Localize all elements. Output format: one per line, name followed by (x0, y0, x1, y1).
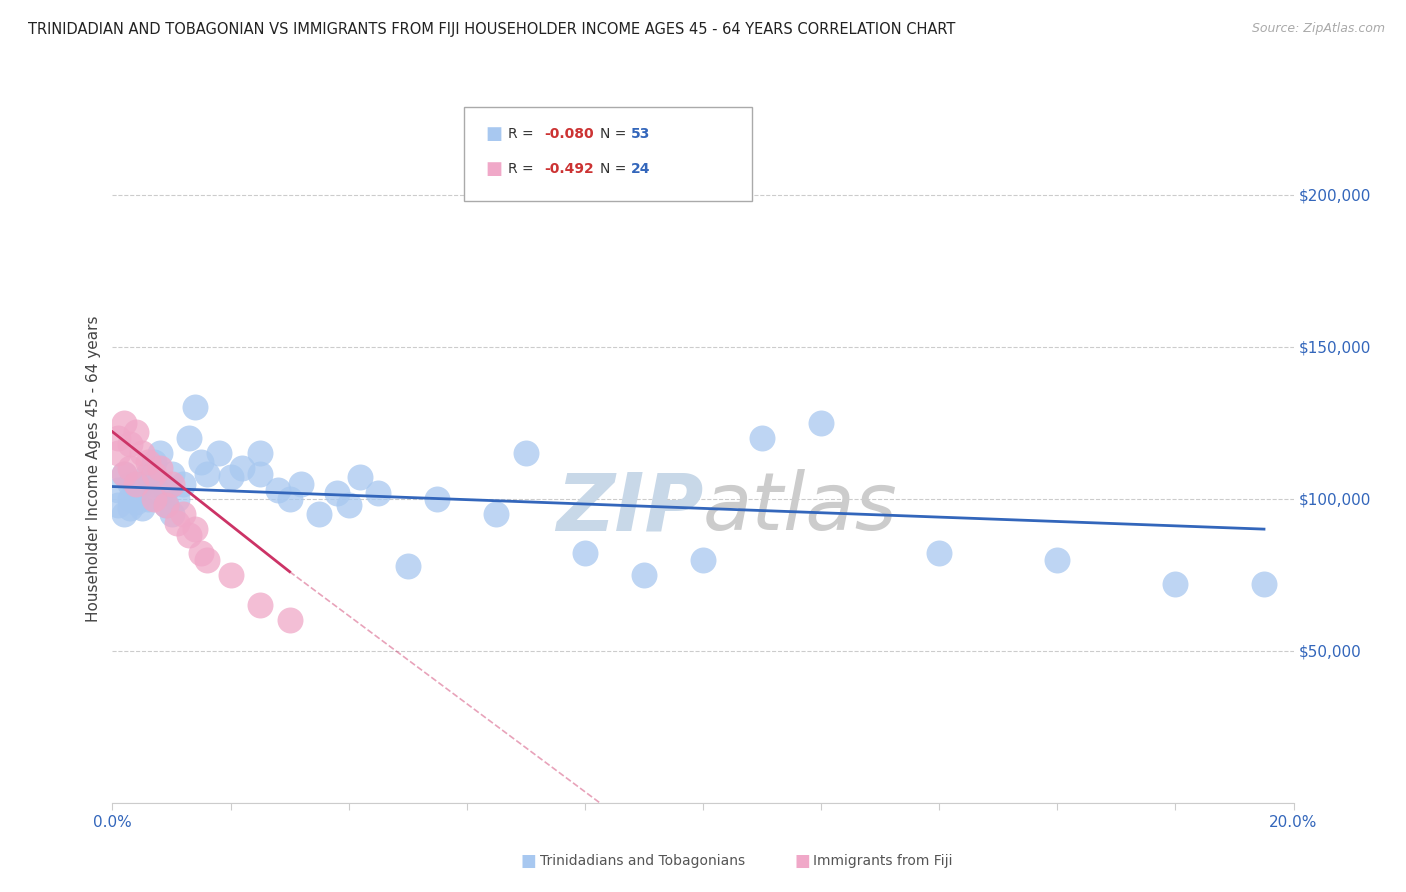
Point (278, 613, 301, 627)
Text: ZIP: ZIP (555, 469, 703, 548)
Y-axis label: Householder Income Ages 45 - 64 years: Householder Income Ages 45 - 64 years (86, 315, 101, 622)
Point (166, 491, 188, 506)
Point (574, 546, 596, 560)
Point (107, 446, 129, 460)
Point (172, 507, 194, 521)
Point (125, 425, 148, 439)
Point (1046, 552, 1069, 566)
Point (166, 516, 188, 530)
Point (120, 476, 142, 491)
Text: 53: 53 (631, 127, 651, 141)
Text: -0.080: -0.080 (544, 127, 593, 141)
Point (131, 446, 153, 460)
Point (267, 483, 290, 497)
Text: R =: R = (508, 127, 537, 141)
Point (179, 431, 201, 445)
Point (349, 470, 371, 484)
Point (308, 507, 330, 521)
Point (396, 558, 419, 573)
Text: Immigrants from Fiji: Immigrants from Fiji (813, 854, 952, 868)
Point (149, 485, 172, 500)
Point (326, 485, 349, 500)
Point (136, 455, 159, 469)
Text: ■: ■ (520, 852, 536, 870)
Point (278, 491, 301, 506)
Text: -0.492: -0.492 (544, 162, 593, 177)
Point (249, 446, 271, 460)
Point (112, 507, 135, 521)
Point (112, 416, 135, 430)
Point (120, 491, 142, 506)
Point (142, 491, 165, 506)
Point (142, 467, 165, 482)
Point (107, 431, 129, 445)
Text: 24: 24 (631, 162, 651, 177)
Point (337, 498, 360, 512)
Point (195, 552, 218, 566)
Point (142, 455, 165, 469)
Point (125, 494, 148, 508)
Point (155, 483, 177, 497)
Point (249, 598, 271, 612)
Point (125, 483, 148, 497)
Point (155, 498, 177, 512)
Point (149, 461, 172, 475)
Point (692, 552, 714, 566)
Point (184, 401, 207, 415)
Point (136, 491, 159, 506)
Point (112, 467, 135, 482)
Point (125, 476, 148, 491)
Text: N =: N = (600, 127, 631, 141)
Point (179, 528, 201, 542)
Point (131, 500, 153, 515)
Point (219, 470, 242, 484)
Point (928, 546, 950, 560)
Point (190, 455, 212, 469)
Point (142, 476, 165, 491)
Point (160, 467, 183, 482)
Point (172, 476, 194, 491)
Point (249, 467, 271, 482)
Point (131, 476, 153, 491)
Text: Source: ZipAtlas.com: Source: ZipAtlas.com (1251, 22, 1385, 36)
Text: R =: R = (508, 162, 537, 177)
Point (184, 522, 207, 536)
Point (120, 500, 142, 515)
Text: ■: ■ (485, 125, 502, 143)
Text: ■: ■ (794, 852, 810, 870)
Point (149, 446, 172, 460)
Point (136, 467, 159, 482)
Point (367, 485, 389, 500)
Point (515, 446, 537, 460)
Point (120, 461, 142, 475)
Text: ■: ■ (485, 161, 502, 178)
Point (810, 416, 832, 430)
Point (1164, 577, 1187, 591)
Point (160, 507, 183, 521)
Point (231, 461, 253, 475)
Text: Trinidadians and Tobagonians: Trinidadians and Tobagonians (540, 854, 745, 868)
Point (290, 476, 312, 491)
Text: N =: N = (600, 162, 631, 177)
Text: atlas: atlas (703, 469, 898, 548)
Point (107, 498, 129, 512)
Point (751, 431, 773, 445)
Point (190, 546, 212, 560)
Text: TRINIDADIAN AND TOBAGONIAN VS IMMIGRANTS FROM FIJI HOUSEHOLDER INCOME AGES 45 - : TRINIDADIAN AND TOBAGONIAN VS IMMIGRANTS… (28, 22, 956, 37)
Point (219, 567, 242, 582)
Point (208, 446, 231, 460)
Point (107, 483, 129, 497)
Point (120, 437, 142, 451)
Point (426, 491, 449, 506)
Point (485, 507, 508, 521)
Point (1253, 577, 1275, 591)
Point (112, 467, 135, 482)
Point (195, 467, 218, 482)
Point (633, 567, 655, 582)
Point (155, 498, 177, 512)
Point (160, 476, 183, 491)
